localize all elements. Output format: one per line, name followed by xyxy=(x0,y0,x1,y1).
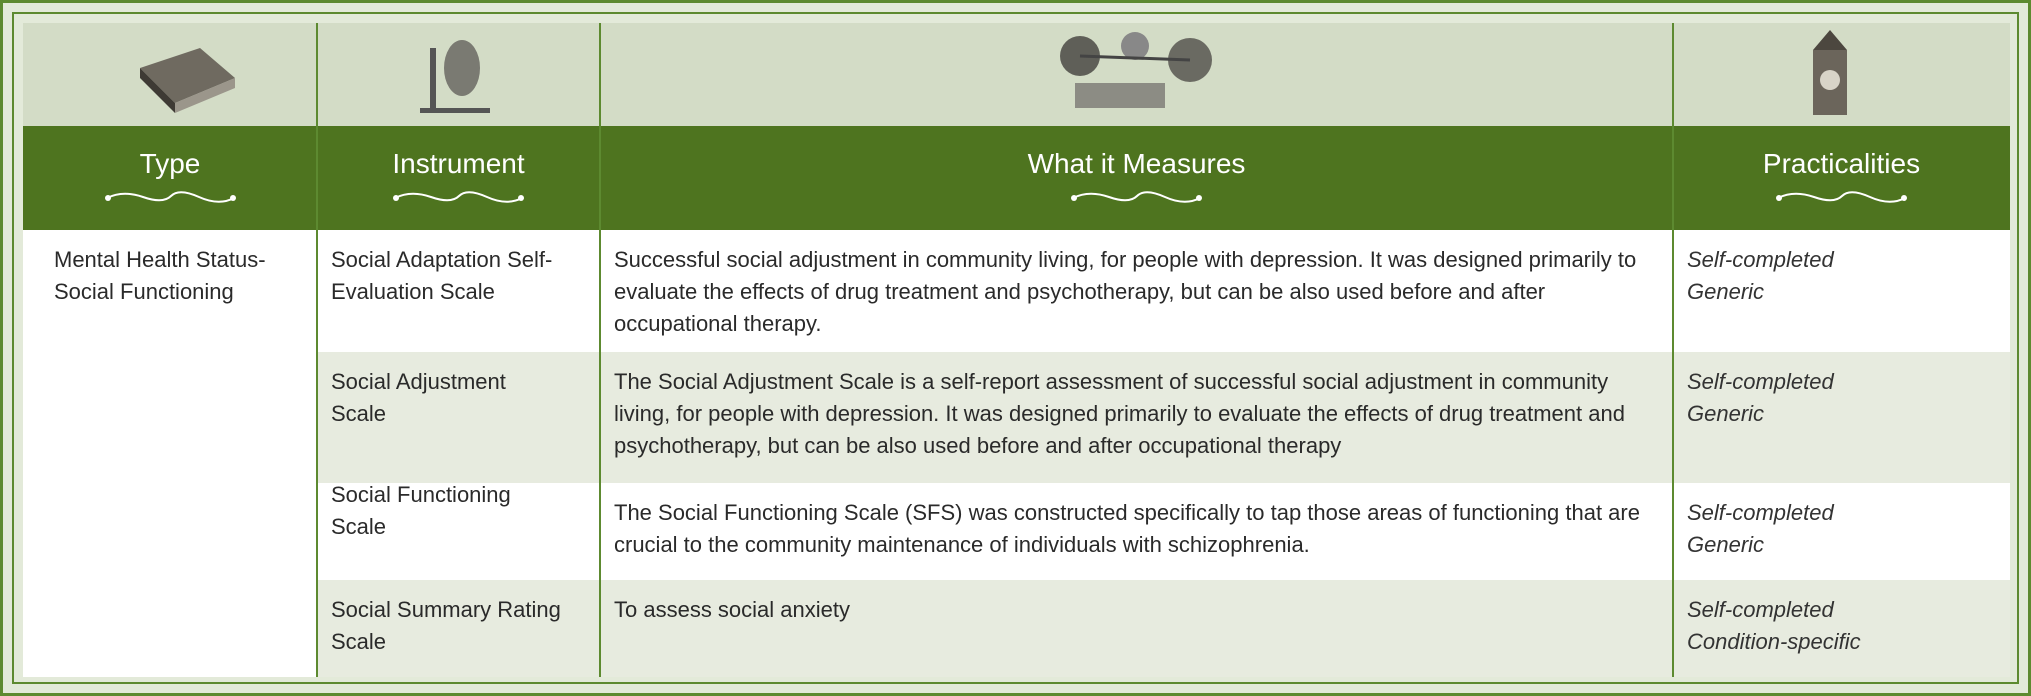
instrument-cell: Social Summary Rating Scale xyxy=(331,597,561,654)
column-header: What it Measures xyxy=(600,126,1673,230)
practicality: Generic xyxy=(1687,532,1765,557)
practicality: Self-completed xyxy=(1687,597,1834,622)
ornament xyxy=(1776,191,1907,203)
practicality: Self-completed xyxy=(1687,500,1834,525)
column-header: Type xyxy=(23,126,317,230)
header-text: Practicalities xyxy=(1762,148,1921,179)
type-cell: Mental Health Status-Social Functioning xyxy=(54,247,266,304)
column-line xyxy=(316,23,318,677)
practicality: Generic xyxy=(1687,279,1765,304)
clock-icon xyxy=(1813,30,1847,115)
measures-cell: The Social Functioning Scale (SFS) was c… xyxy=(614,500,1640,557)
column-header: Instrument xyxy=(317,126,600,230)
instrument-cell: Social Adaptation Self-Evaluation Scale xyxy=(331,247,553,304)
instrument-icon xyxy=(420,40,490,113)
practicalities-cell: Self-completed Generic xyxy=(1673,230,2010,322)
measures-cell: Successful social adjustment in communit… xyxy=(614,247,1637,336)
instrument-cell: Social Adjustment Scale xyxy=(331,369,506,426)
practicality: Self-completed xyxy=(1687,247,1834,272)
measures-cell: The Social Adjustment Scale is a self-re… xyxy=(614,369,1625,458)
column-header: Practicalities xyxy=(1673,126,2010,230)
ornament xyxy=(104,191,236,203)
header-text: Type xyxy=(139,148,201,179)
icon-row xyxy=(23,23,2010,126)
practicality: Generic xyxy=(1687,401,1765,426)
header-text: What it Measures xyxy=(1027,148,1246,179)
column-line xyxy=(1672,23,1674,677)
header-row xyxy=(23,126,2010,230)
ornament xyxy=(393,191,524,203)
column-line xyxy=(599,23,601,677)
practicalities-cell: Self-completed Generic xyxy=(1673,483,2010,575)
header-text: Instrument xyxy=(392,148,525,179)
anemometer-icon xyxy=(1060,32,1212,108)
measures-cell: To assess social anxiety xyxy=(614,597,850,622)
instrument-cell: Social Functioning Scale xyxy=(331,482,511,539)
type-bg xyxy=(23,230,317,677)
practicality: Condition-specific xyxy=(1687,629,1861,654)
ornament xyxy=(1071,191,1202,203)
practicalities-cell: Self-completed Condition-specific xyxy=(1673,580,2010,672)
practicality: Self-completed xyxy=(1687,369,1834,394)
practicalities-cell: Self-completed Generic xyxy=(1673,352,2010,444)
book-icon xyxy=(140,48,235,113)
